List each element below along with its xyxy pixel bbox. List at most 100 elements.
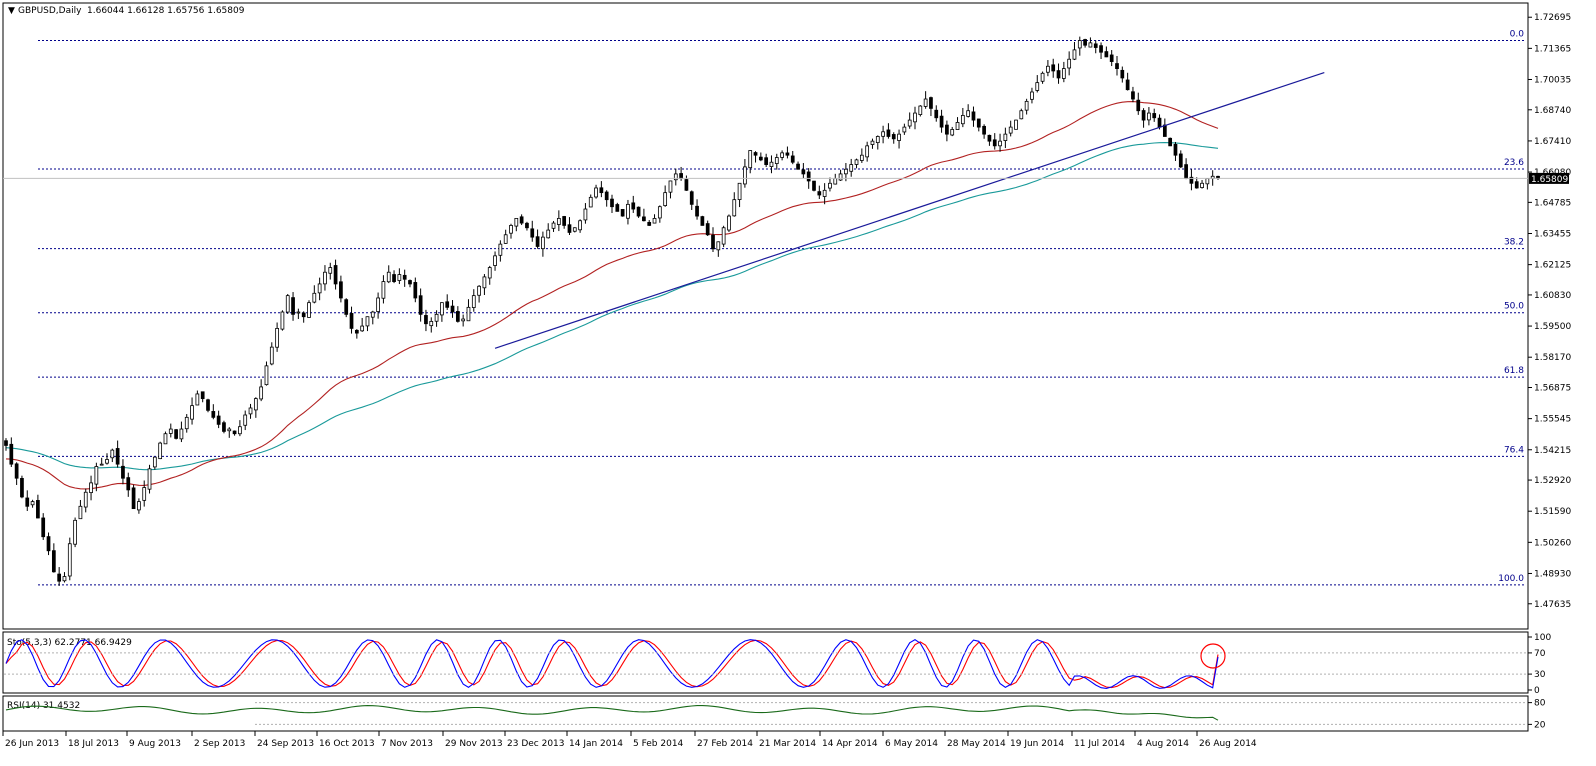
candle-body (588, 196, 593, 208)
candle-body (264, 365, 269, 386)
candle-body (1040, 72, 1045, 82)
candle-body (434, 313, 439, 322)
candle-body (891, 134, 896, 140)
candle-body (572, 227, 577, 232)
stochastic-oscillator (5, 639, 1219, 689)
stochastic-tick-label: 0 (1534, 686, 1540, 696)
candle-body (339, 281, 343, 299)
candle-body (99, 463, 104, 466)
candle-body (9, 443, 14, 465)
candle-body (626, 203, 630, 219)
candle-body (716, 241, 721, 251)
candle-body (94, 466, 99, 485)
trendline[interactable] (494, 72, 1325, 349)
price-tick-label: 1.54215 (1534, 446, 1571, 456)
candle-body (30, 501, 35, 506)
candle-body (424, 315, 428, 325)
header-arrow-icon[interactable]: ▼ (8, 6, 15, 16)
candle-body (764, 157, 769, 165)
time-tick-label: 27 Feb 2014 (697, 739, 753, 749)
candle-body (817, 191, 822, 196)
candle-body (812, 180, 816, 191)
rsi-panel-frame (2, 695, 1529, 732)
candle-body (642, 216, 646, 222)
candle-body (195, 393, 200, 406)
candle-body (238, 426, 242, 435)
candle-body (126, 477, 131, 491)
stochastic-label: Sto(5,3,3) 62.2771 66.9429 (7, 638, 132, 648)
fib-level-label: 76.4 (1504, 445, 1524, 455)
candle-body (179, 428, 184, 440)
candle-body (509, 225, 513, 234)
candle-body (200, 391, 205, 400)
candle-body (737, 182, 742, 200)
rsi-line (5, 705, 1219, 721)
time-tick-label: 7 Nov 2013 (381, 739, 433, 749)
candle-body (386, 271, 391, 283)
candle-body (955, 122, 960, 130)
candle-body (190, 405, 194, 420)
candle-body (232, 430, 237, 435)
candle-body (551, 222, 556, 229)
candle-body (998, 140, 1002, 147)
candle-body (828, 182, 832, 189)
candle-body (41, 517, 46, 538)
candle-body (594, 187, 598, 198)
candle-body (907, 119, 912, 127)
price-tick-label: 1.50260 (1534, 538, 1571, 548)
candle-body (312, 292, 317, 303)
price-tick-label: 1.48930 (1534, 569, 1571, 579)
time-tick-label: 26 Aug 2014 (1199, 739, 1257, 749)
candle-body (567, 224, 572, 233)
candle-body (945, 124, 949, 135)
candle-body (46, 536, 51, 552)
time-tick-label: 26 Jun 2013 (5, 739, 59, 749)
candle-body (918, 105, 923, 115)
candle-body (83, 491, 88, 508)
candle-body (477, 285, 481, 296)
candle-body (413, 282, 418, 299)
candle-body (163, 433, 168, 445)
candle-body (89, 482, 93, 494)
candle-body (758, 156, 763, 161)
candle-body (610, 198, 614, 208)
candle-body (62, 576, 67, 582)
stochastic-main-line (5, 639, 1219, 689)
time-tick-label: 21 Mar 2014 (759, 739, 816, 749)
candle-body (307, 302, 311, 318)
candle-body (466, 306, 471, 322)
candle-body (562, 216, 567, 226)
price-tick-label: 1.70035 (1534, 75, 1571, 85)
time-tick-label: 16 Oct 2013 (319, 739, 375, 749)
candle-body (503, 234, 508, 244)
candle-body (897, 133, 901, 141)
candle-body (652, 217, 657, 224)
time-axis: 26 Jun 2013 18 Jul 2013 9 Aug 2013 2 Sep 20… (2, 731, 1257, 749)
candle-body (615, 204, 620, 212)
candle-body (934, 109, 939, 119)
candle-body (1205, 178, 1210, 185)
candle-body (1093, 43, 1098, 48)
candle-body (1056, 70, 1061, 79)
candle-body (206, 399, 210, 411)
candle-body (684, 179, 689, 191)
candle-body (376, 297, 380, 312)
fibonacci-retracement[interactable]: 0.0 23.6 38.2 50.0 61.8 76.4 100.0 (38, 30, 1525, 586)
candle-body (211, 411, 216, 418)
candle-body (121, 465, 125, 479)
candle-body (806, 171, 811, 182)
ema-red-line (5, 101, 1219, 490)
candle-body (1141, 110, 1146, 121)
stochastic-axis: 100 70 30 0 (4, 633, 1551, 696)
candle-body (519, 216, 524, 224)
price-tick-label: 1.72695 (1534, 13, 1571, 23)
candle-body (36, 500, 40, 519)
fib-level-label: 61.8 (1504, 366, 1524, 376)
candle-body (1125, 79, 1130, 91)
price-tick-label: 1.64785 (1534, 198, 1571, 208)
price-axis: 1.726951.713651.700351.687401.674101.660… (1528, 13, 1571, 610)
current-price-marker (1529, 172, 1569, 184)
candle-body (1162, 124, 1167, 137)
candle-body (939, 115, 944, 128)
